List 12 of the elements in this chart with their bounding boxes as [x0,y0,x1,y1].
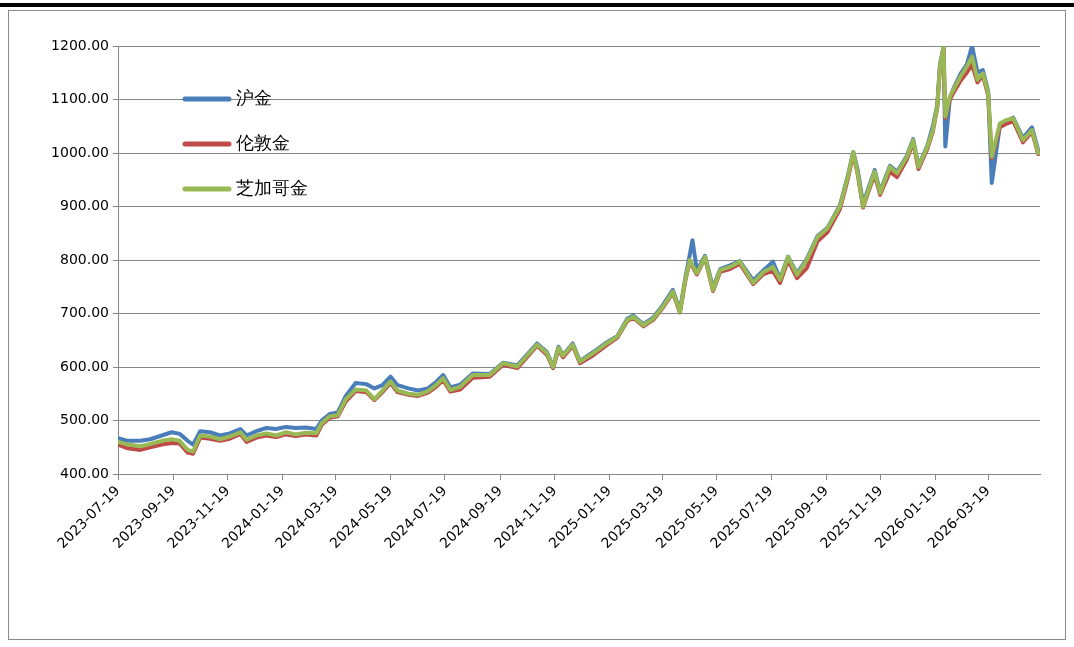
y-tick-label: 600.00 [60,357,109,374]
y-tick-label: 700.00 [60,304,109,321]
y-tick-label: 400.00 [60,464,109,481]
legend-label: 沪金 [236,86,272,108]
y-tick-label: 500.00 [60,411,109,428]
legend-label: 伦敦金 [236,131,290,153]
y-tick-label: 1000.00 [51,143,109,160]
y-tick-label: 800.00 [60,250,109,267]
y-tick-label: 900.00 [60,197,109,214]
y-tick-label: 1100.00 [51,90,109,107]
y-tick-label: 1200.00 [51,36,109,53]
legend-label: 芝加哥金 [236,176,308,198]
